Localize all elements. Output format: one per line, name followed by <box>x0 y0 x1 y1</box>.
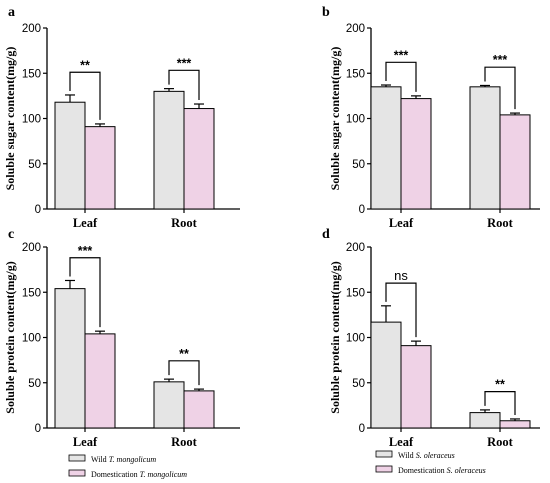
significance-bracket <box>385 61 417 92</box>
bar-wild <box>153 90 185 210</box>
significance-label: *** <box>394 48 409 62</box>
legend-swatch <box>68 469 86 477</box>
significance-bracket <box>168 69 200 101</box>
legend-entry: Wild T. mongolicum <box>91 455 156 464</box>
legend-species: T. mongolicum <box>109 455 157 464</box>
bar-domestication <box>183 390 215 429</box>
y-tick-label: 200 <box>22 23 41 35</box>
significance-label: *** <box>177 56 192 70</box>
x-category-label: Root <box>171 435 198 449</box>
panel-label: d <box>322 227 330 242</box>
significance-label: ** <box>80 58 90 72</box>
legend-prefix: Domestication <box>91 470 140 479</box>
y-tick-label: 100 <box>346 333 365 345</box>
chart-panel-b: b Soluble sugar content(mg/g) 0 50 100 150 200… <box>322 5 540 230</box>
significance-label: *** <box>493 53 508 67</box>
bar-domestication <box>183 108 215 210</box>
y-tick-label: 0 <box>35 423 41 435</box>
significance-bracket <box>69 257 101 328</box>
y-tick-label: 200 <box>346 242 365 254</box>
significance-bracket <box>484 391 516 415</box>
legend-swatch <box>375 450 393 458</box>
y-tick-label: 50 <box>352 159 365 171</box>
significance-label: *** <box>78 244 93 258</box>
x-category-label: Leaf <box>73 216 98 230</box>
y-tick-label: 150 <box>346 287 365 299</box>
legend-swatch <box>68 454 86 462</box>
legend-entry: Wild S. oleraceus <box>398 451 455 460</box>
bar-wild <box>153 381 185 429</box>
y-tick-label: 100 <box>22 114 41 126</box>
y-tick-label: 100 <box>346 114 365 126</box>
bar-wild <box>54 288 86 429</box>
legend-species: S. oleraceus <box>416 451 455 460</box>
y-tick-label: 200 <box>346 23 365 35</box>
legend-entry: Domestication T. mongolicum <box>91 470 187 479</box>
x-category-label: Root <box>171 216 198 230</box>
significance-bracket <box>385 282 417 338</box>
x-category-label: Root <box>487 216 514 230</box>
legend-prefix: Wild <box>91 455 109 464</box>
x-category-label: Leaf <box>389 435 414 449</box>
chart-panel-d: d Soluble protein content(mg/g) 0 50 100 150 2… <box>322 227 540 449</box>
chart-panel-c: c Soluble protein content(mg/g) 0 50 100 150 2… <box>3 227 240 449</box>
y-tick-label: 150 <box>22 68 41 80</box>
bar-domestication <box>400 98 432 210</box>
significance-bracket <box>168 360 200 386</box>
y-tick-label: 200 <box>22 242 41 254</box>
significance-label: ** <box>495 378 505 392</box>
legend-prefix: Wild <box>398 451 416 460</box>
bar-wild <box>370 86 402 210</box>
bar-domestication <box>84 126 116 210</box>
bar-domestication <box>499 114 531 210</box>
y-tick-label: 150 <box>346 68 365 80</box>
significance-label: ** <box>179 347 189 361</box>
chart-panel-a: a Soluble sugar content(mg/g) 0 50 100 150 200… <box>3 5 240 230</box>
legend-species: T. mongolicum <box>140 470 188 479</box>
y-tick-label: 100 <box>22 333 41 345</box>
x-category-label: Leaf <box>389 216 414 230</box>
y-tick-label: 50 <box>28 378 41 390</box>
x-category-label: Root <box>487 435 514 449</box>
bar-domestication <box>400 345 432 429</box>
bar-wild <box>370 321 402 429</box>
legend-entry: Domestication S. oleraceus <box>398 466 486 475</box>
bar-wild <box>469 412 501 429</box>
y-tick-label: 0 <box>35 204 41 216</box>
y-tick-label: 0 <box>359 423 365 435</box>
panel-label: b <box>322 5 330 20</box>
y-tick-label: 50 <box>28 159 41 171</box>
bar-wild <box>54 101 86 210</box>
y-tick-label: 150 <box>22 287 41 299</box>
bar-domestication <box>499 420 531 429</box>
y-axis-title: Soluble sugar content(mg/g) <box>3 47 17 191</box>
y-axis-title: Soluble sugar content(mg/g) <box>328 47 342 191</box>
legend-prefix: Domestication <box>398 466 447 475</box>
x-category-label: Leaf <box>73 435 98 449</box>
y-axis-title: Soluble protein content(mg/g) <box>3 261 17 413</box>
panel-label: a <box>8 5 15 20</box>
legend-swatch <box>375 465 393 473</box>
panel-label: c <box>8 227 14 242</box>
significance-label: ns <box>394 268 408 283</box>
y-tick-label: 0 <box>359 204 365 216</box>
bar-wild <box>469 86 501 210</box>
significance-bracket <box>69 71 101 120</box>
bar-domestication <box>84 333 116 429</box>
y-tick-label: 50 <box>352 378 365 390</box>
significance-bracket <box>484 66 516 110</box>
y-axis-title: Soluble protein content(mg/g) <box>328 261 342 413</box>
legend-species: S. oleraceus <box>447 466 486 475</box>
